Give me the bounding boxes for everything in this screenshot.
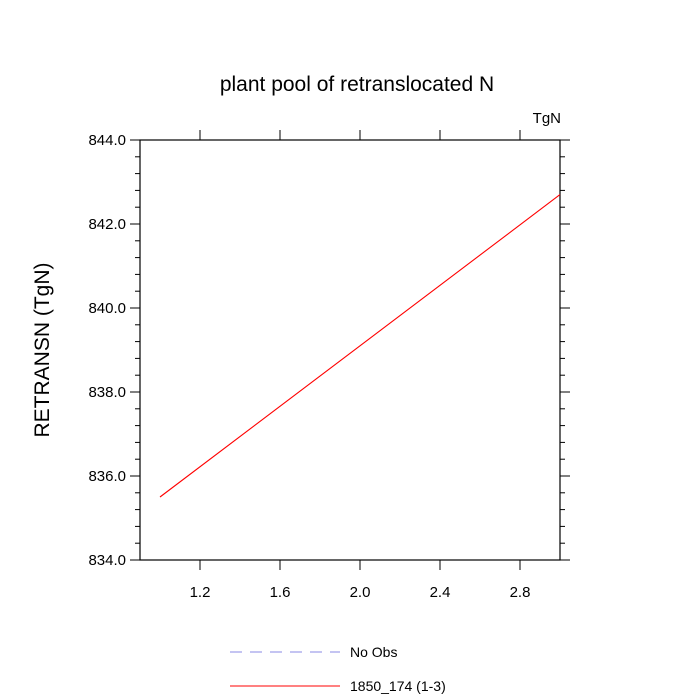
y-axis-label: RETRANSN (TgN) xyxy=(31,262,54,437)
x-tick-label: 1.2 xyxy=(190,584,211,601)
y-tick-label: 842.0 xyxy=(88,216,126,233)
x-tick-label: 1.6 xyxy=(270,584,291,601)
units-label: TgN xyxy=(533,110,561,127)
legend: No Obs 1850_174 (1-3) xyxy=(230,644,446,694)
plot-area: 1.2 1.6 2.0 2.4 2.8 834.0 836.0 838.0 840.0 842.0… xyxy=(88,130,570,601)
y-tick-label: 840.0 xyxy=(88,300,126,317)
y-tick-label: 838.0 xyxy=(88,384,126,401)
legend-label: No Obs xyxy=(350,644,397,660)
plot-frame xyxy=(139,139,561,561)
y-tick-label: 836.0 xyxy=(88,468,126,485)
chart-title: plant pool of retranslocated N xyxy=(220,73,494,96)
series-line xyxy=(159,194,561,498)
y-tick-label: 844.0 xyxy=(88,132,126,149)
y-tick-label: 834.0 xyxy=(88,552,126,569)
x-tick-label: 2.0 xyxy=(350,584,371,601)
x-tick-label: 2.8 xyxy=(510,584,531,601)
legend-label: 1850_174 (1-3) xyxy=(350,678,446,694)
x-tick-label: 2.4 xyxy=(430,584,451,601)
